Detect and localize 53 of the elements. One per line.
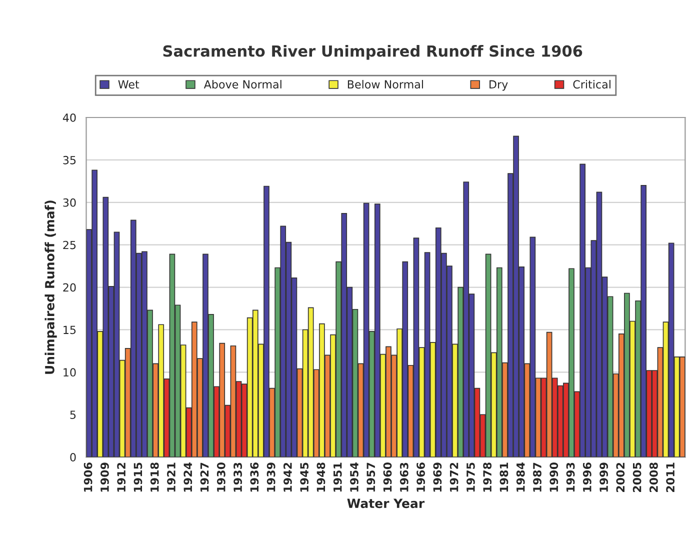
x-tick-label: 1957	[366, 462, 376, 492]
chart-title: Sacramento River Unimpaired Runoff Since 1906	[163, 44, 582, 60]
x-tick-label: 1936	[250, 462, 259, 492]
x-tick-label: 1915	[134, 462, 142, 492]
y-tick-label: 40	[62, 113, 76, 122]
x-tick-label: 1990	[550, 462, 558, 492]
legend-label: Below Normal	[348, 80, 423, 89]
x-tick-label: 1942	[283, 462, 292, 492]
x-tick-label: 1933	[234, 462, 242, 492]
x-tick-label: 1945	[300, 462, 309, 492]
x-tick-label: 1906	[84, 462, 92, 492]
x-tick-label: 1984	[516, 462, 525, 492]
y-tick-label: 30	[63, 198, 76, 207]
y-axis-title: Unimpaired Runoff (maf)	[44, 200, 57, 374]
x-tick-label: 1948	[316, 462, 326, 492]
legend-label: Wet	[118, 80, 140, 89]
x-tick-label: 1996	[582, 462, 592, 492]
x-tick-label: 1975	[466, 462, 475, 492]
y-tick-label: 10	[64, 368, 76, 377]
y-tick-label: 5	[70, 410, 76, 420]
x-tick-label: 1993	[566, 462, 575, 492]
x-tick-label: 1930	[216, 462, 226, 492]
x-tick-label: 1987	[533, 462, 542, 492]
x-tick-label: 2008	[649, 462, 658, 492]
x-tick-label: 1924	[184, 462, 192, 492]
legend-label: Critical	[573, 80, 610, 89]
x-tick-label: 1960	[383, 462, 392, 492]
x-axis-title: Water Year	[347, 498, 425, 508]
y-tick-label: 35	[63, 156, 76, 164]
y-tick-label: 25	[63, 240, 76, 250]
y-tick-label: 20	[63, 283, 76, 292]
x-tick-label: 1927	[200, 462, 209, 492]
y-tick-label: 0	[70, 453, 76, 462]
x-tick-label: 1981	[500, 462, 508, 492]
x-tick-label: 1963	[400, 462, 408, 492]
x-tick-label: 1954	[350, 462, 358, 492]
x-tick-label: 1912	[117, 462, 126, 492]
x-tick-label: 1921	[167, 462, 176, 492]
x-tick-label: 1918	[150, 462, 159, 492]
y-tick-label: 15	[64, 326, 76, 334]
x-tick-label: 2011	[666, 462, 675, 492]
x-tick-label: 1951	[333, 462, 342, 492]
x-tick-label: 2002	[616, 462, 625, 492]
x-tick-label: 1978	[483, 462, 492, 492]
legend-label: Dry	[490, 80, 508, 91]
x-tick-label: 1969	[433, 462, 442, 492]
legend-label: Above Normal	[204, 80, 282, 89]
x-tick-label: 1999	[600, 462, 608, 492]
x-tick-label: 1972	[450, 462, 458, 492]
x-tick-label: 1939	[266, 462, 276, 492]
x-tick-label: 2005	[632, 462, 642, 492]
x-tick-label: 1966	[416, 462, 425, 492]
x-tick-label: 1909	[100, 462, 109, 492]
